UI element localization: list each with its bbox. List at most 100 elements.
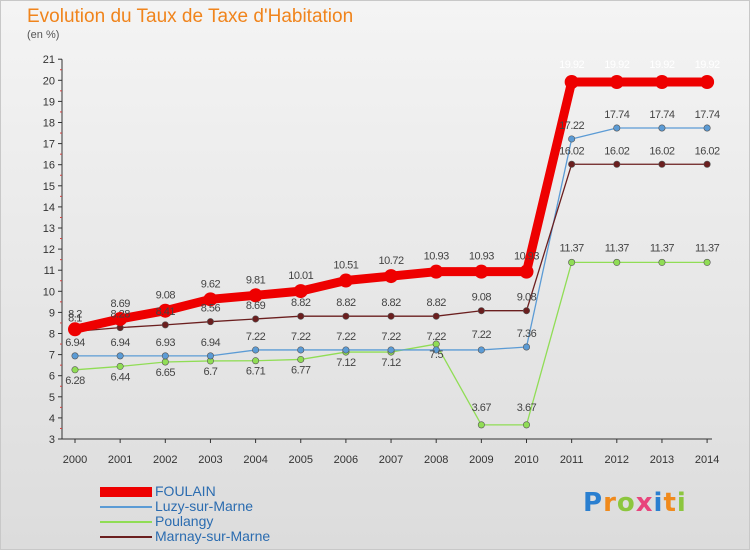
- data-label: 8.82: [336, 297, 356, 309]
- data-point-foulain: [609, 74, 624, 89]
- data-point-poulangy: [658, 258, 666, 266]
- data-label: 6.93: [156, 337, 176, 349]
- x-tick-label: 2000: [63, 454, 87, 466]
- data-point-foulain: [113, 311, 128, 326]
- data-label: 10.01: [288, 270, 313, 282]
- y-tick-label: 16: [43, 160, 55, 172]
- data-point-foulain: [429, 264, 444, 279]
- x-tick-label: 2009: [469, 454, 493, 466]
- data-point-marnay-sur-marne: [342, 312, 350, 320]
- data-point-foulain: [248, 288, 263, 303]
- logo-letter: t: [663, 488, 677, 518]
- y-tick-label: 17: [43, 139, 55, 151]
- data-point-marnay-sur-marne: [658, 160, 666, 168]
- data-label: 7.12: [336, 357, 356, 369]
- data-point-marnay-sur-marne: [297, 312, 305, 320]
- data-point-luzy-sur-marne: [613, 124, 621, 132]
- data-point-marnay-sur-marne: [703, 160, 711, 168]
- y-tick-label: 14: [43, 202, 55, 214]
- data-label: 19.92: [695, 59, 720, 71]
- data-label: 6.94: [201, 337, 221, 349]
- data-label: 7.22: [291, 331, 311, 343]
- chart-unit: (en %): [27, 29, 60, 41]
- data-label: 9.62: [201, 278, 221, 290]
- x-tick-label: 2003: [198, 454, 222, 466]
- data-label: 9.08: [156, 290, 176, 302]
- y-tick-label: 10: [43, 286, 55, 298]
- data-point-poulangy: [522, 421, 530, 429]
- data-label: 17.74: [649, 109, 674, 121]
- data-label: 3.67: [517, 402, 537, 414]
- data-point-foulain: [654, 74, 669, 89]
- data-point-luzy-sur-marne: [116, 352, 124, 360]
- data-point-luzy-sur-marne: [342, 346, 350, 354]
- data-point-poulangy: [703, 258, 711, 266]
- data-point-luzy-sur-marne: [658, 124, 666, 132]
- x-tick-label: 2002: [153, 454, 177, 466]
- data-label: 7.12: [381, 357, 401, 369]
- y-tick-label: 9: [49, 307, 55, 319]
- data-label: 9.08: [472, 292, 492, 304]
- legend-label-foulain: FOULAIN: [155, 483, 216, 499]
- y-tick-label: 3: [49, 434, 55, 446]
- data-label: 9.81: [246, 274, 266, 286]
- data-point-luzy-sur-marne: [522, 343, 530, 351]
- data-label: 8.1: [68, 312, 82, 324]
- data-label: 19.92: [649, 59, 674, 71]
- logo-letter: P: [583, 488, 604, 518]
- data-label: 7.22: [381, 331, 401, 343]
- data-point-foulain: [158, 303, 173, 318]
- data-label: 9.08: [517, 292, 537, 304]
- data-label: 16.02: [649, 145, 674, 157]
- data-label: 6.44: [110, 371, 130, 383]
- data-point-luzy-sur-marne: [432, 346, 440, 354]
- data-point-foulain: [68, 322, 82, 337]
- data-point-marnay-sur-marne: [568, 160, 576, 168]
- data-point-poulangy: [71, 366, 79, 374]
- data-point-luzy-sur-marne: [252, 346, 260, 354]
- data-point-marnay-sur-marne: [432, 312, 440, 320]
- data-label: 11.37: [695, 242, 720, 254]
- data-label: 7.36: [517, 328, 537, 340]
- data-label: 7.22: [426, 331, 446, 343]
- logo-letter: i: [676, 488, 687, 518]
- y-tick-label: 21: [43, 54, 55, 66]
- data-label: 8.41: [156, 306, 176, 318]
- data-label: 7.22: [336, 331, 356, 343]
- data-label: 7.5: [429, 349, 443, 361]
- legend-label-marnay-sur-marne: Marnay-sur-Marne: [155, 528, 271, 544]
- data-point-poulangy: [568, 258, 576, 266]
- data-label: 17.74: [604, 109, 629, 121]
- data-point-poulangy: [161, 358, 169, 366]
- x-tick-label: 2012: [605, 454, 629, 466]
- data-label: 8.69: [110, 298, 130, 310]
- data-point-foulain: [564, 74, 579, 89]
- data-label: 6.7: [204, 366, 218, 378]
- y-tick-label: 18: [43, 118, 55, 130]
- data-point-luzy-sur-marne: [568, 135, 576, 143]
- data-label: 10.93: [469, 251, 494, 263]
- x-tick-label: 2007: [379, 454, 403, 466]
- data-label: 8.28: [110, 309, 130, 321]
- logo-letter: r: [603, 488, 617, 518]
- y-tick-label: 12: [43, 244, 55, 256]
- logo-letter: o: [616, 488, 636, 518]
- data-label: 6.65: [156, 367, 176, 379]
- x-tick-label: 2008: [424, 454, 448, 466]
- data-point-luzy-sur-marne: [477, 346, 485, 354]
- x-tick-label: 2014: [695, 454, 719, 466]
- data-label: 16.02: [695, 145, 720, 157]
- data-label: 19.92: [604, 59, 629, 71]
- data-label: 7.22: [472, 329, 492, 341]
- data-point-poulangy: [477, 421, 485, 429]
- legend-swatch-poulangy: [100, 521, 152, 523]
- data-point-marnay-sur-marne: [252, 315, 260, 323]
- logo-letter: x: [635, 488, 654, 518]
- data-label: 16.02: [604, 145, 629, 157]
- data-point-foulain: [338, 273, 353, 288]
- y-tick-label: 13: [43, 223, 55, 235]
- y-tick-label: 8: [49, 329, 55, 341]
- data-point-foulain: [203, 292, 218, 307]
- data-label: 8.82: [426, 297, 446, 309]
